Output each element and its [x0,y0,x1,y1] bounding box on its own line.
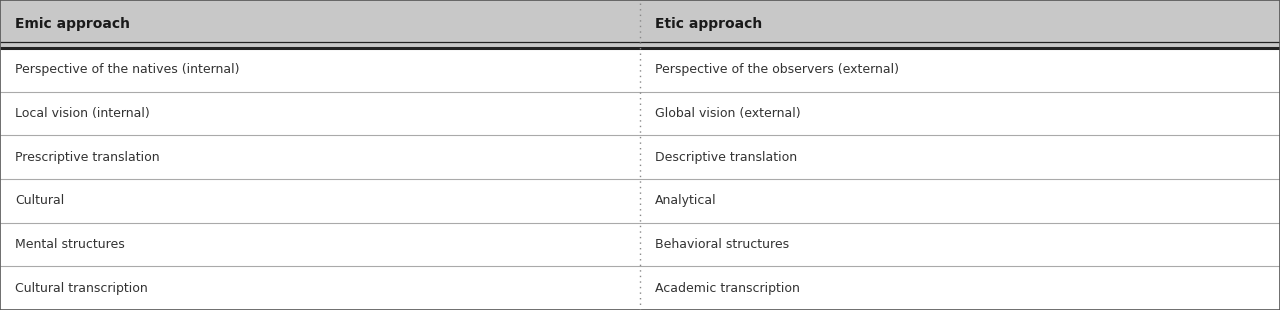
Bar [0,48,1280,92]
Text: Prescriptive translation: Prescriptive translation [15,151,160,164]
Text: Etic approach: Etic approach [655,17,763,31]
Text: Mental structures: Mental structures [15,238,125,251]
Text: Analytical: Analytical [655,194,717,207]
Text: Academic transcription: Academic transcription [655,282,800,295]
Text: Perspective of the natives (internal): Perspective of the natives (internal) [15,63,239,76]
Text: Global vision (external): Global vision (external) [655,107,801,120]
Text: Behavioral structures: Behavioral structures [655,238,790,251]
Text: Perspective of the observers (external): Perspective of the observers (external) [655,63,900,76]
Bar [0,266,1280,310]
Text: Cultural: Cultural [15,194,64,207]
Bar [0,92,1280,135]
Text: Cultural transcription: Cultural transcription [15,282,148,295]
Bar [0,135,1280,179]
Bar [0,0,1280,48]
Text: Descriptive translation: Descriptive translation [655,151,797,164]
Bar [0,223,1280,266]
Text: Emic approach: Emic approach [15,17,131,31]
Bar [0,179,1280,223]
Text: Local vision (internal): Local vision (internal) [15,107,150,120]
